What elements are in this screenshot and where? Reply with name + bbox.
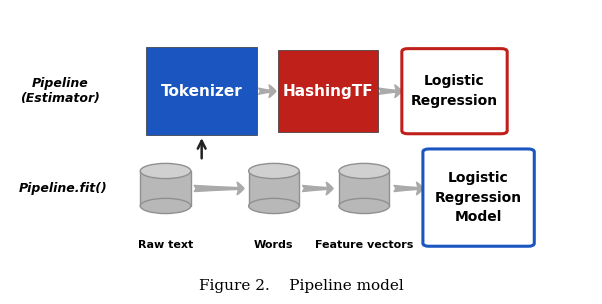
Ellipse shape: [140, 164, 191, 179]
Text: Feature vectors: Feature vectors: [315, 240, 414, 250]
Text: Pipeline
(Estimator): Pipeline (Estimator): [20, 77, 100, 105]
Ellipse shape: [249, 199, 299, 213]
Ellipse shape: [339, 199, 389, 213]
Ellipse shape: [249, 164, 299, 179]
Text: Tokenizer: Tokenizer: [161, 84, 243, 99]
FancyBboxPatch shape: [402, 49, 507, 134]
Text: Pipeline.fit(): Pipeline.fit(): [19, 182, 108, 195]
FancyBboxPatch shape: [423, 149, 535, 246]
Text: Logistic
Regression: Logistic Regression: [411, 74, 498, 108]
Bar: [339, 171, 389, 206]
Ellipse shape: [140, 199, 191, 213]
FancyBboxPatch shape: [278, 50, 378, 132]
Text: Logistic
Regression
Model: Logistic Regression Model: [435, 171, 522, 224]
Bar: [249, 171, 299, 206]
Text: HashingTF: HashingTF: [283, 84, 373, 99]
Text: Figure 2.    Pipeline model: Figure 2. Pipeline model: [199, 279, 403, 293]
Text: Raw text: Raw text: [138, 240, 193, 250]
FancyBboxPatch shape: [146, 47, 258, 135]
Ellipse shape: [339, 164, 389, 179]
Text: Words: Words: [254, 240, 294, 250]
Bar: [140, 171, 191, 206]
